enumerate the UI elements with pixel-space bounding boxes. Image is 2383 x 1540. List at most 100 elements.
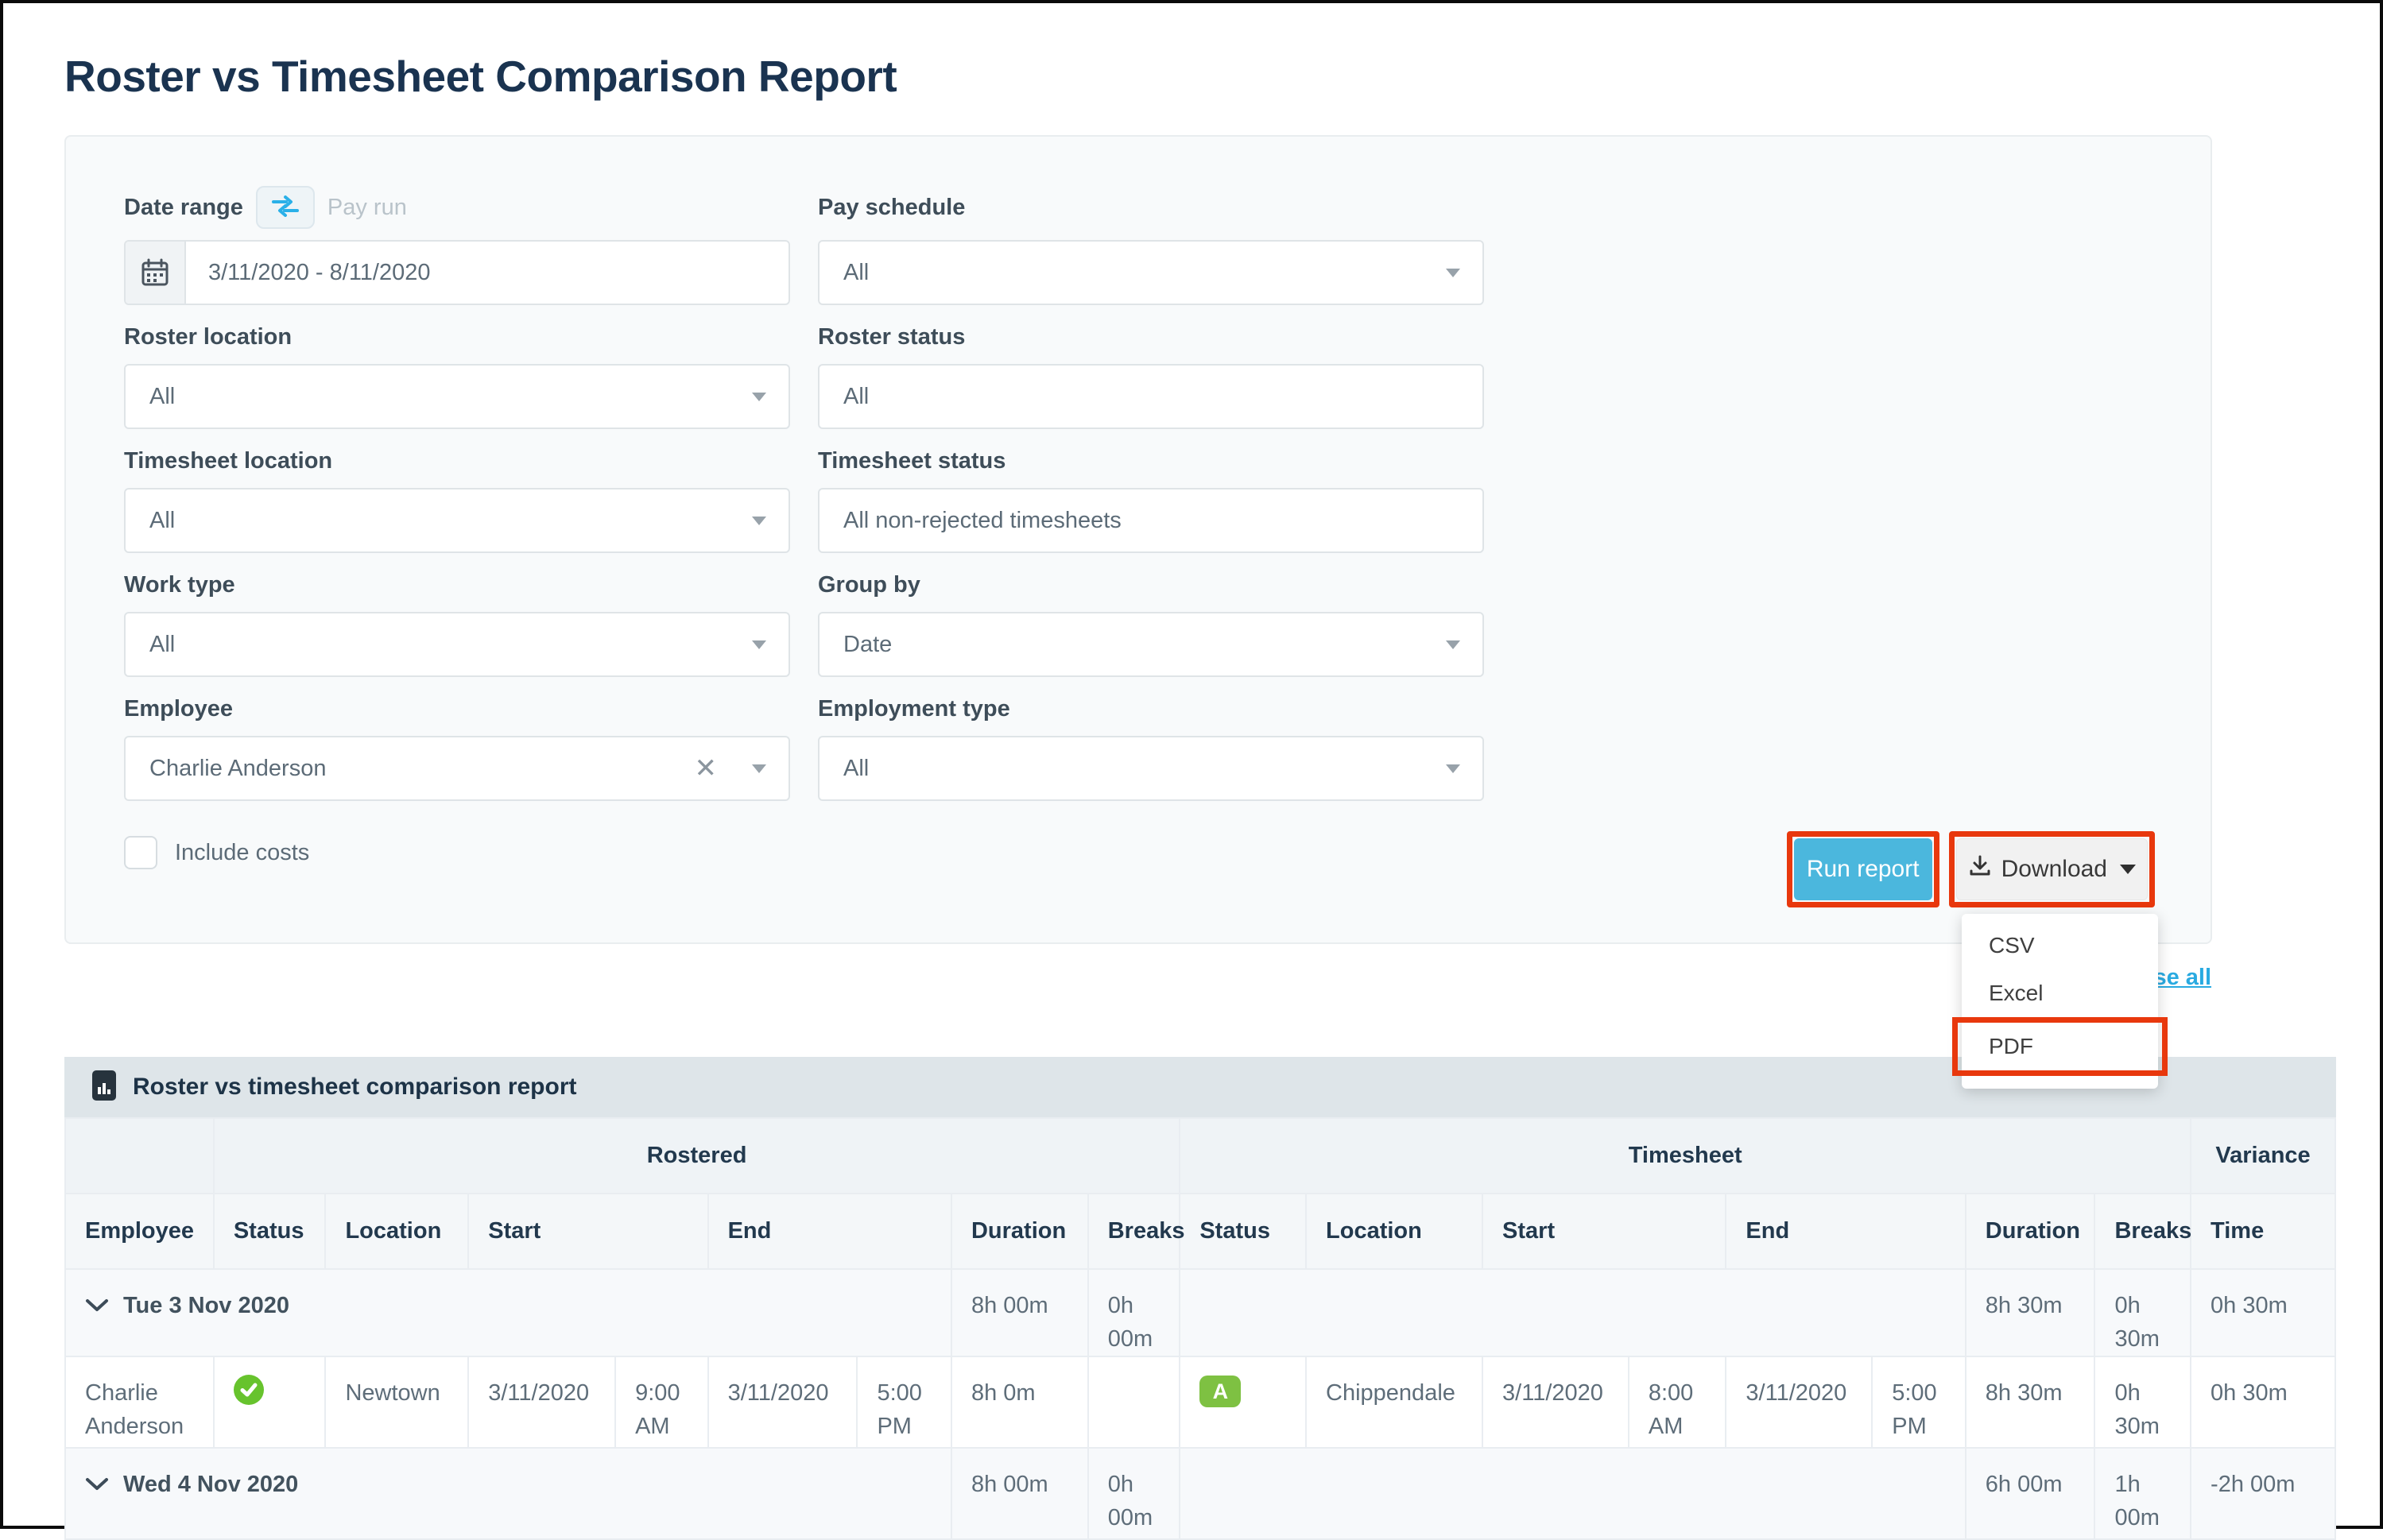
col-header-rostered-location: Location [324, 1193, 470, 1270]
field-employee: Employee Charlie Anderson ✕ [124, 693, 790, 801]
timesheet-location-select[interactable]: All [124, 488, 790, 553]
clear-employee-icon[interactable]: ✕ [694, 753, 718, 784]
group-header-variance: Variance [2190, 1117, 2336, 1194]
report-title: Roster vs timesheet comparison report [133, 1074, 577, 1100]
variance-time-cell: -2h 00m [2190, 1447, 2336, 1540]
employment-type-select[interactable]: All [818, 736, 1484, 801]
approved-check-icon [233, 1375, 264, 1410]
employee-cell: Charlie Anderson [64, 1356, 215, 1449]
swap-arrows-icon [270, 195, 300, 221]
caret-down-icon [752, 517, 766, 525]
timesheet-status-cell: A [1179, 1356, 1308, 1449]
download-menu-item-csv[interactable]: CSV [1989, 933, 2035, 958]
caret-down-icon [2120, 865, 2136, 874]
col-header-rostered-start: Start [467, 1193, 709, 1270]
pay-schedule-select[interactable]: All [818, 240, 1484, 305]
rostered-duration-cell: 8h 0m [950, 1356, 1089, 1449]
date-mode-toggle-button[interactable] [255, 186, 315, 229]
roster-location-select[interactable]: All [124, 364, 790, 429]
pay-schedule-value: All [843, 259, 870, 285]
group-header-timesheet: Timesheet [1179, 1117, 2192, 1194]
group-by-select[interactable]: Date [818, 612, 1484, 677]
employee-value: Charlie Anderson [149, 755, 327, 781]
calendar-icon [126, 242, 186, 304]
rostered-duration-cell: 8h 00m [950, 1268, 1089, 1357]
pay-schedule-label: Pay schedule [818, 194, 966, 220]
report-table: Roster vs timesheet comparison report Ro… [64, 1057, 2336, 1540]
annotation-box-run-report: Run report [1786, 831, 1939, 907]
date-range-input[interactable]: 3/11/2020 - 8/11/2020 [124, 240, 790, 305]
timesheet-status-input[interactable]: All non-rejected timesheets [818, 488, 1484, 553]
work-type-select[interactable]: All [124, 612, 790, 677]
run-report-button[interactable]: Run report [1793, 838, 1932, 900]
roster-location-label: Roster location [124, 323, 293, 350]
page-title: Roster vs Timesheet Comparison Report [64, 52, 897, 101]
employee-select[interactable]: Charlie Anderson ✕ [124, 736, 790, 801]
caret-down-icon [752, 764, 766, 773]
field-roster-status: Roster status All [818, 321, 1484, 429]
include-costs-row: Include costs [124, 836, 2211, 869]
include-costs-checkbox[interactable] [124, 836, 157, 869]
include-costs-label: Include costs [175, 839, 310, 865]
table-row-detail-charlie-anderson: Charlie Anderson Newtown 3/11/2020 9:00 … [64, 1356, 2336, 1449]
caret-down-icon [1446, 640, 1460, 649]
caret-down-icon [752, 393, 766, 401]
col-header-employee: Employee [64, 1193, 215, 1270]
field-group-by: Group by Date [818, 569, 1484, 677]
group-header-rostered: Rostered [212, 1117, 1181, 1194]
pay-run-mode-label[interactable]: Pay run [327, 194, 407, 220]
timesheet-status-value: All non-rejected timesheets [843, 507, 1122, 533]
timesheet-location-value: All [149, 507, 176, 533]
col-header-timesheet-start: Start [1482, 1193, 1727, 1270]
timesheet-duration-cell: 8h 30m [1964, 1356, 2096, 1449]
rostered-location-cell: Newtown [324, 1356, 470, 1449]
col-header-rostered-duration: Duration [950, 1193, 1089, 1270]
roster-status-input[interactable]: All [818, 364, 1484, 429]
timesheet-empty-cell [1179, 1268, 1966, 1357]
variance-time-cell: 0h 30m [2190, 1356, 2336, 1449]
caret-down-icon [1446, 764, 1460, 773]
actions-row: Run report Download [1786, 831, 2155, 907]
timesheet-location-label: Timesheet location [124, 447, 333, 474]
download-menu-item-excel[interactable]: Excel [1989, 981, 2044, 1005]
download-button-label: Download [2001, 856, 2107, 882]
timesheet-breaks-cell: 1h 00m [2094, 1447, 2192, 1540]
col-header-rostered-end: End [707, 1193, 952, 1270]
timesheet-duration-cell: 6h 00m [1964, 1447, 2096, 1540]
employee-label: Employee [124, 695, 233, 722]
rostered-end-date-cell: 3/11/2020 [707, 1356, 858, 1449]
timesheet-breaks-cell: 0h 30m [2094, 1356, 2192, 1449]
rostered-start-time-cell: 9:00 AM [614, 1356, 709, 1449]
download-button[interactable]: Download [1955, 838, 2148, 900]
chevron-down-icon[interactable] [85, 1289, 109, 1322]
field-timesheet-status: Timesheet status All non-rejected timesh… [818, 445, 1484, 553]
group-label-cell[interactable]: Tue 3 Nov 2020 [64, 1268, 952, 1357]
work-type-label: Work type [124, 571, 235, 598]
chevron-down-icon[interactable] [85, 1468, 109, 1501]
group-label-cell[interactable]: Wed 4 Nov 2020 [64, 1447, 952, 1540]
caret-down-icon [1446, 269, 1460, 277]
col-header-timesheet-end: End [1725, 1193, 1966, 1270]
timesheet-end-time-cell: 5:00 PM [1871, 1356, 1966, 1449]
timesheet-location-cell: Chippendale [1305, 1356, 1484, 1449]
variance-time-cell: 0h 30m [2190, 1268, 2336, 1357]
field-roster-location: Roster location All [124, 321, 790, 429]
group-date-label: Wed 4 Nov 2020 [123, 1472, 299, 1497]
rostered-status-cell [212, 1356, 327, 1449]
annotation-box-download: Download [1948, 831, 2155, 907]
employment-type-label: Employment type [818, 695, 1010, 722]
caret-down-icon [752, 640, 766, 649]
timesheet-start-date-cell: 3/11/2020 [1482, 1356, 1629, 1449]
roster-location-value: All [149, 383, 176, 409]
page: Roster vs Timesheet Comparison Report Da… [3, 3, 2380, 1540]
timesheet-status-badge: A [1199, 1376, 1242, 1407]
table-row-group-wed: Wed 4 Nov 2020 8h 00m 0h 00m 6h 00m 1h 0… [64, 1447, 2336, 1540]
group-header-empty [64, 1117, 215, 1194]
field-employment-type: Employment type All [818, 693, 1484, 801]
date-range-mode-label[interactable]: Date range [124, 194, 243, 220]
col-header-timesheet-status: Status [1179, 1193, 1308, 1270]
rostered-breaks-cell: 0h 00m [1087, 1447, 1181, 1540]
col-header-timesheet-duration: Duration [1964, 1193, 2096, 1270]
download-menu-item-pdf[interactable]: PDF [1952, 1017, 2168, 1076]
rostered-breaks-cell: 0h 00m [1087, 1268, 1181, 1357]
